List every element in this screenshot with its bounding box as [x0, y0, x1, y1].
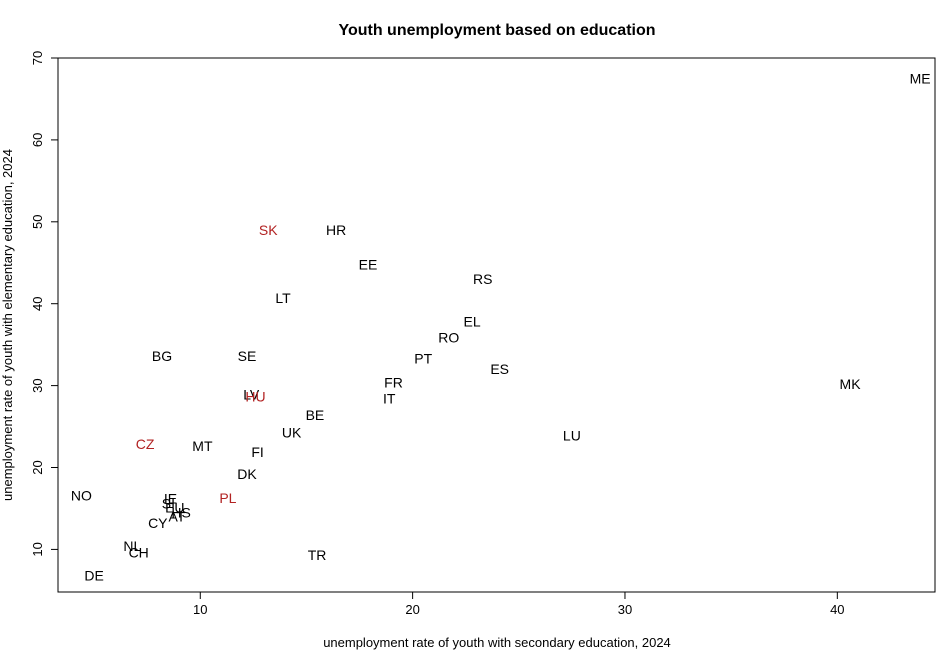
point-es: ES: [490, 361, 509, 377]
x-tick-label: 20: [405, 602, 419, 617]
point-cz: CZ: [136, 436, 155, 452]
point-lt: LT: [275, 290, 291, 306]
point-el: EL: [464, 314, 481, 330]
point-sk: SK: [259, 222, 278, 238]
point-tr: TR: [308, 547, 327, 563]
x-tick-label: 10: [193, 602, 207, 617]
point-ro: RO: [438, 329, 459, 345]
y-tick-label: 20: [30, 460, 45, 474]
point-hr: HR: [326, 222, 346, 238]
y-tick-label: 40: [30, 296, 45, 310]
point-dk: DK: [237, 466, 257, 482]
point-mk: MK: [840, 376, 862, 392]
point-lu: LU: [563, 428, 581, 444]
point-bg: BG: [152, 348, 172, 364]
point-ie: IE: [164, 491, 177, 507]
y-tick-label: 70: [30, 51, 45, 65]
point-be: BE: [306, 407, 325, 423]
point-hu: HU: [245, 388, 265, 404]
point-hs: HS: [171, 505, 190, 521]
point-pl: PL: [219, 490, 236, 506]
chart-title: Youth unemployment based on education: [338, 22, 655, 39]
x-axis: 10 20 30 40: [193, 592, 845, 617]
point-it: IT: [383, 391, 396, 407]
y-axis: 10 20 30 40 50 60 70: [30, 51, 58, 557]
point-ch: CH: [129, 545, 149, 561]
point-de: DE: [84, 568, 103, 584]
x-tick-label: 40: [830, 602, 844, 617]
plot-frame: [57, 57, 936, 593]
point-uk: UK: [282, 424, 302, 440]
y-tick-label: 50: [30, 215, 45, 229]
x-axis-title: unemployment rate of youth with secondar…: [323, 635, 671, 650]
point-mt: MT: [192, 438, 213, 454]
point-rs: RS: [473, 271, 492, 287]
point-nl: NL: [123, 538, 141, 554]
y-tick-label: 60: [30, 133, 45, 147]
point-at: AT: [168, 509, 185, 525]
point-fr: FR: [384, 374, 403, 390]
point-lv: LV: [243, 387, 260, 403]
point-si: SI: [162, 496, 175, 512]
x-tick-label: 30: [618, 602, 632, 617]
y-axis-title: unemployment rate of youth with elementa…: [0, 149, 15, 501]
point-pt: PT: [414, 351, 432, 367]
point-cy: CY: [148, 515, 168, 531]
point-no: NO: [71, 487, 92, 503]
point-eu: EU: [165, 500, 184, 516]
y-tick-label: 30: [30, 378, 45, 392]
point-me: ME: [910, 70, 931, 86]
point-ee: EE: [359, 256, 378, 272]
point-fi: FI: [251, 444, 263, 460]
point-se: SE: [238, 348, 257, 364]
y-tick-label: 10: [30, 542, 45, 556]
